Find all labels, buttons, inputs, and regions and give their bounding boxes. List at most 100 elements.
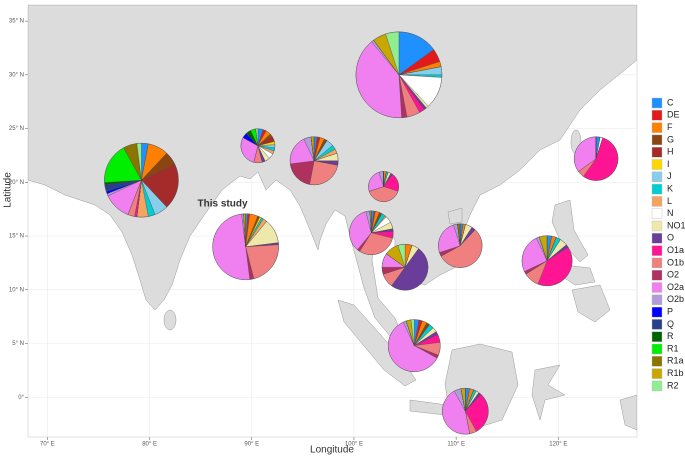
pie xyxy=(574,136,619,181)
x-axis-label: Longitude xyxy=(310,445,354,456)
legend-label: R1 xyxy=(667,343,679,353)
x-tick-label: 110° E xyxy=(447,442,465,448)
sri-lanka xyxy=(163,309,177,331)
pie xyxy=(442,387,489,435)
pie-annotation: This study xyxy=(198,198,248,209)
pie-outline xyxy=(574,136,619,181)
pie xyxy=(104,142,179,218)
y-tick-label: 35° N xyxy=(9,19,24,25)
legend-swatch xyxy=(651,146,663,158)
pie-outline xyxy=(355,31,443,119)
legend-label: NO1 xyxy=(667,220,685,230)
pie-outline xyxy=(289,136,339,186)
legend-label: O2a xyxy=(667,282,684,292)
pie-outline xyxy=(438,223,483,268)
pie xyxy=(381,243,429,291)
legend-label: O2 xyxy=(667,270,679,280)
legend-label: R1a xyxy=(667,356,684,366)
pie-outline xyxy=(349,210,394,255)
legend-swatch xyxy=(651,356,663,367)
legend-swatch xyxy=(651,233,663,244)
legend-label: Q xyxy=(667,319,674,329)
legend-label: P xyxy=(667,306,673,316)
legend-label: N xyxy=(667,208,674,218)
pie xyxy=(349,210,394,255)
mindanao xyxy=(571,284,611,323)
luzon xyxy=(551,199,589,263)
y-tick-label: 5° N xyxy=(12,341,24,347)
legend-swatch xyxy=(651,282,663,293)
legend-swatch xyxy=(651,220,663,232)
legend-label: O xyxy=(667,233,674,243)
legend-swatch xyxy=(651,208,663,219)
x-tick-label: 120° E xyxy=(549,442,567,448)
y-tick-label: 20° N xyxy=(9,180,24,186)
pie xyxy=(240,128,276,164)
legend-label: K xyxy=(667,183,673,193)
pie-outline xyxy=(381,243,429,291)
pie xyxy=(368,171,399,202)
legend-label: DE xyxy=(667,110,680,120)
y-axis-label: Latitude xyxy=(3,172,14,208)
legend-swatch xyxy=(651,196,663,207)
pie-outline xyxy=(240,128,276,164)
legend-label: O2b xyxy=(667,294,684,304)
legend-swatch xyxy=(651,319,663,330)
legend-label: R1b xyxy=(667,368,684,378)
y-tick-label: 0° xyxy=(18,395,24,401)
legend-swatch xyxy=(651,331,663,342)
legend-label: R xyxy=(667,331,674,341)
legend-swatch xyxy=(651,368,663,379)
pie-outline xyxy=(368,171,399,202)
sulawesi xyxy=(531,364,566,421)
x-tick-label: 70° E xyxy=(40,442,55,448)
pie-layer: This study xyxy=(104,31,619,435)
legend-label: F xyxy=(667,122,673,132)
legend-label: G xyxy=(667,134,674,144)
legend-swatch xyxy=(651,270,663,281)
legend-swatch xyxy=(651,110,663,121)
pie xyxy=(521,235,573,287)
legend-swatch xyxy=(651,380,663,392)
legend-swatch xyxy=(651,159,663,170)
pie-outline xyxy=(442,387,489,435)
pie-outline xyxy=(521,235,573,287)
legend-swatch xyxy=(651,245,663,256)
legend-label: R2 xyxy=(667,380,679,390)
pie-outline xyxy=(387,319,441,372)
legend-label: C xyxy=(667,97,674,107)
x-tick-label: 100° E xyxy=(345,442,363,448)
legend-swatch xyxy=(651,134,663,146)
x-tick-label: 90° E xyxy=(244,442,259,448)
y-tick-label: 15° N xyxy=(9,234,24,240)
legend-label: O1a xyxy=(667,245,684,255)
pie xyxy=(438,223,483,268)
legend-swatch xyxy=(651,122,663,133)
pie xyxy=(355,31,443,119)
pie: This study xyxy=(198,198,279,281)
legend-label: J xyxy=(667,171,672,181)
y-tick-label: 30° N xyxy=(9,72,24,78)
legend-swatch xyxy=(651,171,663,183)
axes: Longitude Latitude 70° E 80° E 90° E 100° E… xyxy=(3,19,568,456)
pie-outline xyxy=(104,142,179,218)
legend-swatch xyxy=(651,343,663,355)
legend-swatch xyxy=(651,257,663,269)
new-guinea xyxy=(619,394,637,431)
legend-label: L xyxy=(667,196,672,206)
legend-label: H xyxy=(667,147,674,157)
pie-outline xyxy=(212,213,279,281)
pie xyxy=(289,136,339,186)
legend-swatch xyxy=(651,183,663,195)
y-tick-label: 10° N xyxy=(9,287,24,293)
hainan xyxy=(447,207,463,225)
y-tick-label: 25° N xyxy=(9,126,24,132)
legend-swatch xyxy=(651,306,663,318)
legend-swatch xyxy=(651,97,663,109)
legend-swatch xyxy=(651,294,663,305)
legend-label: I xyxy=(667,159,670,169)
x-tick-label: 80° E xyxy=(142,442,157,448)
legend-label: O1b xyxy=(667,257,684,267)
